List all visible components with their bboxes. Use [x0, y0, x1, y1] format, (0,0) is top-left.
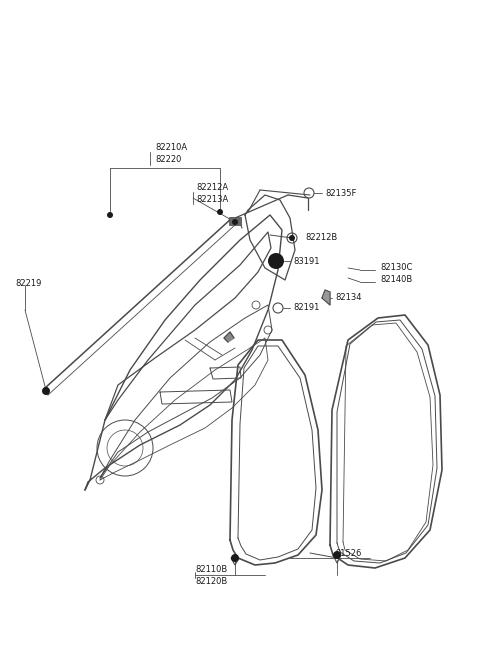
Text: 82191: 82191	[293, 303, 319, 312]
Text: 82134: 82134	[335, 293, 361, 303]
Text: 82219: 82219	[15, 278, 41, 288]
Text: 82210A: 82210A	[155, 143, 187, 153]
Text: 82212A: 82212A	[196, 183, 228, 193]
Circle shape	[268, 253, 284, 269]
Text: 82120B: 82120B	[195, 578, 227, 586]
Circle shape	[289, 235, 295, 241]
Text: 83191: 83191	[293, 257, 320, 265]
Text: 82140B: 82140B	[380, 276, 412, 284]
Text: 82213A: 82213A	[196, 195, 228, 204]
Circle shape	[217, 209, 223, 215]
Bar	[229, 217, 241, 225]
Text: 82130C: 82130C	[380, 263, 412, 272]
Text: 82135F: 82135F	[325, 189, 356, 198]
Text: 82212B: 82212B	[305, 233, 337, 242]
Circle shape	[107, 212, 113, 218]
Circle shape	[43, 387, 49, 393]
Text: 91526: 91526	[335, 548, 361, 557]
Circle shape	[231, 554, 239, 562]
Polygon shape	[224, 332, 234, 342]
Text: 82110B: 82110B	[195, 565, 227, 574]
Polygon shape	[322, 290, 330, 305]
Circle shape	[232, 219, 238, 225]
Circle shape	[42, 387, 50, 395]
Circle shape	[333, 551, 341, 559]
Text: 82220: 82220	[155, 155, 181, 164]
